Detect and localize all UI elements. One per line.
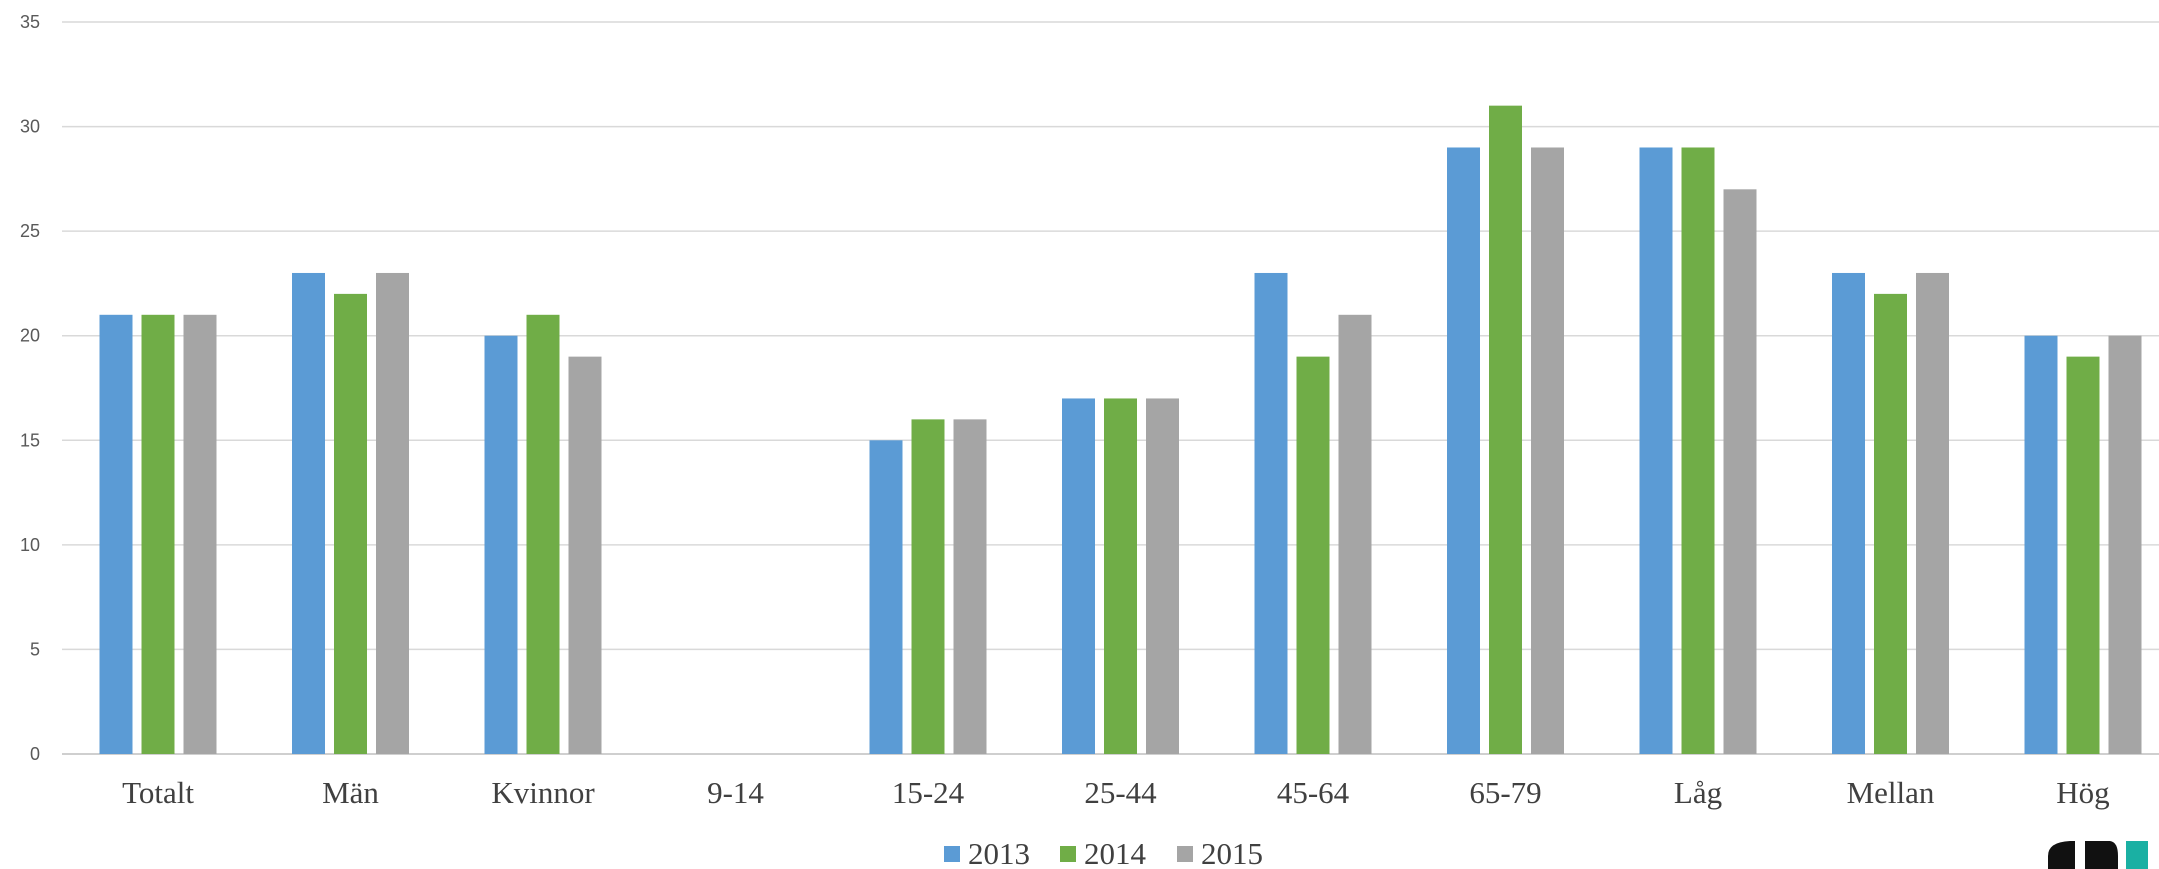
legend-swatch-2013: [944, 846, 960, 862]
x-tick-label: Män: [322, 775, 379, 810]
x-tick-label: Kvinnor: [491, 775, 595, 810]
y-tick-label: 20: [20, 326, 40, 346]
y-tick-label: 15: [20, 430, 40, 450]
x-tick-label: 15-24: [892, 775, 965, 810]
y-tick-label: 35: [20, 12, 40, 32]
x-axis: Totalt Män Kvinnor 9-14 15-24 25-44 45-64 65-79…: [122, 775, 2110, 810]
bar-2013-65-79: [1447, 147, 1480, 754]
x-tick-label: Hög: [2056, 775, 2109, 810]
bar-2015-Män: [376, 272, 409, 754]
bar-2014-65-79: [1489, 105, 1522, 754]
x-tick-label: Totalt: [122, 775, 194, 810]
bar-2015-Låg: [1723, 189, 1757, 755]
y-tick-label: 30: [20, 117, 40, 137]
publisher-logo-icon: [2048, 841, 2148, 869]
y-tick-label: 10: [20, 535, 40, 555]
bar-2013-45-64: [1254, 272, 1288, 754]
bar-2014-Hög: [2066, 356, 2100, 754]
bar-2014-Totalt: [141, 314, 175, 754]
bar-2015-Mellan: [1916, 272, 1949, 754]
y-tick-label: 5: [30, 639, 40, 659]
bar-2015-45-64: [1338, 314, 1372, 754]
bar-2014-Män: [334, 293, 367, 754]
legend-swatch-2015: [1177, 846, 1193, 862]
x-tick-label: 65-79: [1469, 775, 1541, 810]
y-tick-label: 0: [30, 744, 40, 764]
bar-2014-15-24: [911, 419, 945, 754]
bar-2014-Låg: [1681, 147, 1715, 754]
x-tick-label: 45-64: [1277, 775, 1350, 810]
bar-2014-45-64: [1296, 356, 1330, 754]
bar-2013-Män: [292, 272, 325, 754]
bar-2015-65-79: [1531, 147, 1564, 754]
x-tick-label: Mellan: [1847, 775, 1935, 810]
x-tick-label: Låg: [1674, 775, 1722, 810]
bar-2015-15-24: [953, 419, 987, 754]
legend: 2013 2014 2015: [944, 836, 1263, 869]
bar-2013-Låg: [1639, 147, 1673, 754]
bar-2015-Hög: [2108, 335, 2142, 754]
bar-2015-Kvinnor: [568, 356, 602, 754]
legend-label: 2015: [1201, 836, 1263, 869]
y-axis: 0 5 10 15 20 25 30 35: [20, 12, 40, 764]
legend-swatch-2014: [1060, 846, 1076, 862]
bar-2015-25-44: [1146, 398, 1179, 754]
bar-2014-Kvinnor: [526, 314, 560, 754]
y-tick-label: 25: [20, 221, 40, 241]
bar-2013-15-24: [869, 440, 903, 754]
bar-2013-25-44: [1062, 398, 1095, 754]
bar-2014-Mellan: [1874, 293, 1907, 754]
bar-2013-Mellan: [1832, 272, 1865, 754]
bar-2013-Hög: [2024, 335, 2058, 754]
x-tick-label: 25-44: [1084, 775, 1157, 810]
bar-2013-Kvinnor: [484, 335, 518, 754]
legend-label: 2013: [968, 836, 1030, 869]
legend-label: 2014: [1084, 836, 1147, 869]
bar-2013-Totalt: [99, 314, 133, 754]
x-tick-label: 9-14: [707, 775, 764, 810]
bar-2015-Totalt: [183, 314, 217, 754]
bar-2014-25-44: [1104, 398, 1137, 754]
bars: [99, 105, 2142, 755]
